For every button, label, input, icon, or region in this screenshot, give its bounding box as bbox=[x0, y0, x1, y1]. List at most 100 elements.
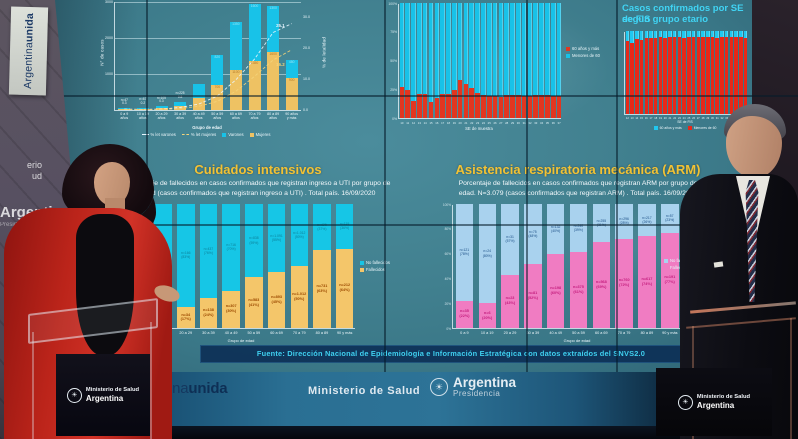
bar-segment-no-fallecidos: n=437 (76%) bbox=[199, 204, 218, 299]
podium-left-top bbox=[28, 298, 158, 344]
bar-segment-bottom bbox=[481, 95, 486, 118]
bar-count-label: n=105 0.3 bbox=[157, 95, 166, 104]
bar-segment-no-fallecidos: n=838 (59%) bbox=[245, 204, 263, 278]
legend-marker bbox=[687, 126, 692, 130]
y-tick-label: 40% bbox=[444, 276, 451, 281]
bar-segment-bottom bbox=[475, 92, 480, 118]
bar-segment-top bbox=[469, 3, 475, 89]
bar-segment-bottom bbox=[734, 36, 738, 114]
x-tick-label: 10 bbox=[400, 120, 404, 125]
x-tick-label: 15 bbox=[640, 116, 643, 120]
mortality-lines bbox=[124, 23, 292, 110]
bar-segment-bottom bbox=[715, 37, 719, 114]
bar bbox=[734, 31, 738, 114]
podium-right-rail bbox=[686, 317, 796, 329]
legend-marker bbox=[566, 46, 570, 51]
bar-segment-bottom bbox=[417, 93, 422, 118]
bar: n=437 (76%) n=138 (24%) bbox=[199, 204, 218, 328]
bar-segment-varones bbox=[155, 106, 168, 109]
bar-segment-varones: 1600 bbox=[248, 3, 261, 62]
legend-marker bbox=[664, 258, 668, 263]
x-tick-label: 14 bbox=[423, 120, 427, 125]
bar-segment-bottom bbox=[428, 101, 434, 118]
bar-segment-bottom bbox=[492, 96, 498, 118]
legend-marker bbox=[664, 265, 668, 270]
legend-marker bbox=[360, 267, 364, 272]
bar bbox=[192, 84, 205, 110]
bar-segment-bottom bbox=[653, 37, 658, 114]
x-tick-label: 12 bbox=[411, 120, 416, 125]
x-tick-label: 15 bbox=[429, 120, 433, 125]
bar-segment-top bbox=[446, 3, 451, 94]
legend-item: Menores de 60 bbox=[566, 53, 600, 58]
bar-segment-bottom bbox=[682, 37, 686, 114]
bar bbox=[510, 3, 515, 118]
bar bbox=[545, 3, 550, 118]
presidencia-label: Presidencia bbox=[453, 389, 501, 399]
bar-segment-top bbox=[630, 31, 634, 43]
bar bbox=[556, 3, 562, 118]
bar-segment-bottom bbox=[672, 36, 677, 114]
bar-segment-bottom bbox=[658, 36, 663, 114]
bar-segment-bottom bbox=[469, 88, 475, 118]
bar-segment-no-fallecidos: n=716 (70%) bbox=[222, 204, 240, 291]
chart-casos-se-fis: Casos confirmados por SE de FIS según gr… bbox=[618, 3, 754, 136]
bar bbox=[533, 3, 539, 118]
x-tick-label: 90 y más bbox=[336, 331, 353, 335]
bar-segment-fallecidos: n=568 (69%) bbox=[592, 242, 611, 328]
bar-segment-top bbox=[729, 31, 734, 37]
bar-segment-fallecidos: n=6 (20%) bbox=[478, 303, 496, 328]
ministry-logo: ☀ Ministerio de Salud Argentina bbox=[66, 387, 139, 403]
bar bbox=[658, 31, 663, 114]
x-tick-label: 19 bbox=[452, 120, 456, 125]
bar-segment-top bbox=[644, 31, 649, 39]
bar-segment-top bbox=[743, 31, 748, 38]
bar-segment-bottom bbox=[696, 36, 701, 114]
coat-of-arms-icon: ☀ bbox=[677, 394, 693, 410]
bar-segment-top bbox=[687, 31, 691, 37]
bar bbox=[663, 31, 667, 114]
bar bbox=[706, 31, 710, 114]
x-tick-label: 25 bbox=[687, 116, 691, 120]
x-tick-label: 26 bbox=[493, 120, 497, 125]
bar-segment-varones: 820 bbox=[211, 55, 224, 85]
x-tick-label: 80 a 89 bbox=[315, 331, 329, 335]
chart-legend: 60 años y más Menores de 60 bbox=[624, 126, 746, 130]
bar-segment-fallecidos: n=34 (17%) bbox=[177, 306, 195, 328]
x-tick-label: 28 bbox=[701, 116, 705, 120]
bar-segment-top bbox=[663, 31, 667, 38]
y-tick-label: 60% bbox=[444, 252, 451, 257]
x-tick-label: 13 bbox=[417, 120, 421, 125]
chart-casos-se-muestra: 0% 25% 50% 75% 100% 10 11 12 13 14 15 16 17 18 19 20 21 2… bbox=[384, 0, 616, 142]
source-note: Fuente: Dirección Nacional de Epidemiolo… bbox=[200, 345, 702, 363]
bar-segment-top bbox=[405, 3, 411, 91]
bar-segment-bottom bbox=[446, 93, 451, 118]
x-tick-label: 50 a 59 bbox=[572, 331, 585, 335]
bar-segment-top bbox=[668, 31, 672, 37]
bar-segment-bottom bbox=[668, 36, 672, 114]
bar-segment-no-fallecidos: n=166 (83%) bbox=[177, 204, 195, 307]
x-tick-label: 33 bbox=[534, 120, 538, 125]
legend-marker bbox=[141, 134, 149, 135]
bar bbox=[630, 31, 634, 114]
bar-segment-bottom bbox=[649, 37, 653, 114]
legend-marker bbox=[360, 260, 364, 265]
x-tick-label: 14 bbox=[635, 116, 639, 120]
bar-segment-bottom bbox=[729, 36, 734, 114]
x-axis-label: Grupo de edad bbox=[227, 338, 255, 343]
x-tick-label: 24 bbox=[682, 116, 686, 120]
chart-legend: % let varones % let mujeres Varones Mujeres bbox=[86, 132, 326, 137]
bar-segment-top bbox=[527, 3, 533, 97]
x-tick-label: 30 bbox=[711, 116, 714, 120]
bar-segment-varones: 1300 bbox=[267, 5, 280, 53]
bar bbox=[724, 31, 729, 114]
bar: n=119 (36%)n=212 (64%) bbox=[335, 204, 354, 328]
bar-segment-top bbox=[434, 3, 440, 99]
bar bbox=[743, 31, 748, 114]
bar bbox=[411, 3, 416, 118]
legend-label: 60 años y más bbox=[572, 46, 600, 51]
bar-segment-top bbox=[639, 31, 644, 41]
legend-item: Mujeres bbox=[249, 132, 270, 137]
bar-segment-top bbox=[451, 3, 457, 91]
chart-title-line1: Casos confirmados por SE de FIS bbox=[622, 3, 744, 25]
